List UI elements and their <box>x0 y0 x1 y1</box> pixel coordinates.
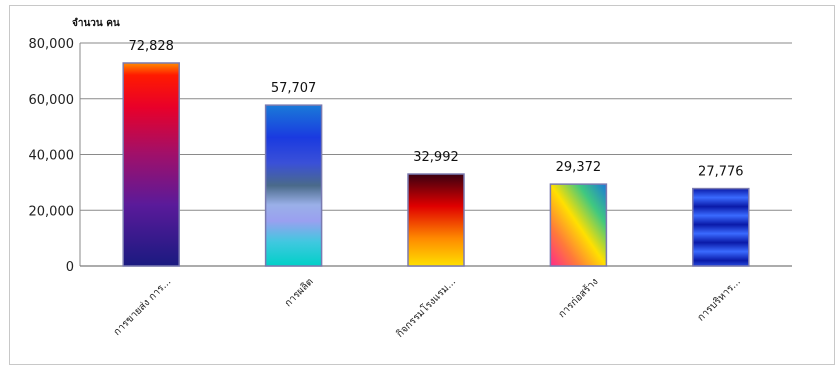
x-category-label: การก่อสร้าง <box>556 276 601 321</box>
x-category-label: การผลิต <box>283 276 316 309</box>
data-label: 57,707 <box>271 81 317 96</box>
x-category-label: การบริหาร... <box>696 276 743 323</box>
y-tick-label: 0 <box>66 260 74 275</box>
y-tick-label: 40,000 <box>29 149 75 164</box>
x-category-label: กิจกรรมโรงแรม... <box>393 275 458 340</box>
bar-chart: 0 20,000 40,000 60,000 80,000 72,828 การขายส่… <box>29 17 792 340</box>
y-tick-label: 80,000 <box>29 37 75 52</box>
bar-1 <box>122 62 180 267</box>
data-label: 29,372 <box>556 160 602 175</box>
bar-3 <box>407 173 465 267</box>
data-label: 32,992 <box>413 150 459 165</box>
x-category-label: การขายส่ง การ... <box>112 276 174 338</box>
bar-5 <box>692 187 750 267</box>
y-tick-label: 20,000 <box>29 204 75 219</box>
chart-frame: 0 20,000 40,000 60,000 80,000 72,828 การขายส่… <box>9 5 835 365</box>
bar-4 <box>549 183 608 267</box>
bar-2 <box>264 104 323 267</box>
y-axis-title: จำนวน คน <box>72 17 120 29</box>
y-tick-label: 60,000 <box>29 93 75 108</box>
data-label: 27,776 <box>698 165 744 180</box>
data-label: 72,828 <box>128 39 174 54</box>
